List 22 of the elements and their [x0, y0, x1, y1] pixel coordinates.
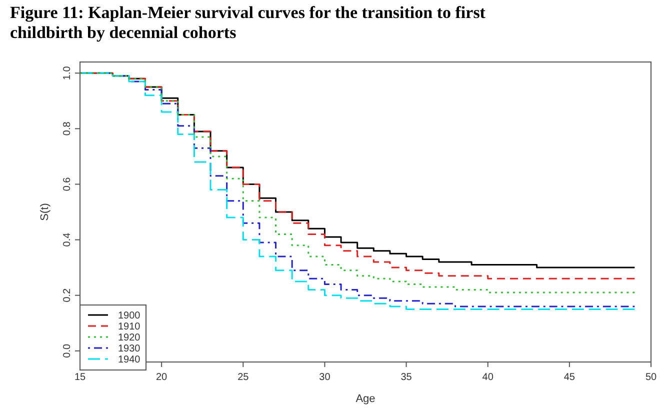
y-axis-title: S(t) [39, 203, 51, 221]
x-tick-label: 20 [156, 372, 168, 383]
x-tick-label: 15 [74, 372, 86, 383]
y-tick-label: 0.4 [62, 232, 73, 247]
legend-label: 1910 [118, 322, 141, 332]
x-axis-title: Age [356, 393, 376, 405]
legend-label: 1920 [118, 332, 141, 344]
x-tick-label: 40 [482, 372, 494, 383]
y-tick-label: 1.0 [62, 66, 73, 80]
y-tick-label: 0.0 [62, 344, 73, 358]
y-tick-label: 0.2 [62, 288, 73, 302]
y-tick-label: 0.8 [62, 121, 73, 136]
x-tick-label: 45 [564, 372, 576, 383]
x-tick-label: 25 [238, 372, 250, 383]
legend-label: 1930 [118, 344, 141, 354]
legend-label: 1900 [118, 310, 141, 322]
legend-label: 1940 [118, 354, 141, 366]
x-tick-label: 50 [645, 372, 657, 383]
chart-title: Figure 11: Kaplan-Meier survival curves for the transition to first childbirth by decennial cohorts [10, 3, 486, 42]
y-tick-label: 0.6 [62, 176, 73, 192]
x-tick-label: 30 [319, 372, 331, 383]
x-tick-label: 35 [400, 372, 412, 383]
